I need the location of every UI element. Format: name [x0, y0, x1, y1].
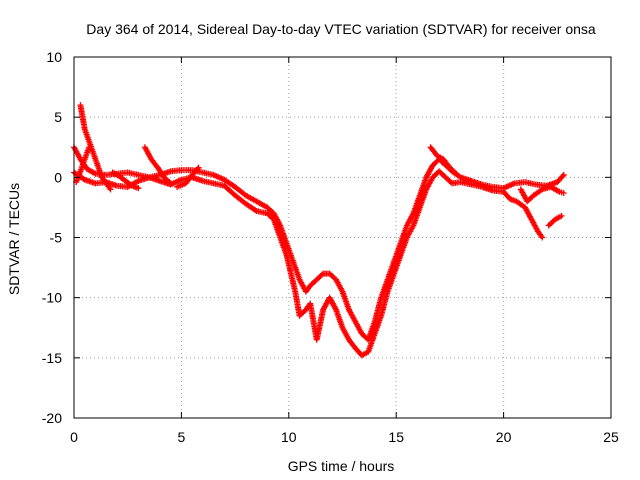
- y-axis-label: SDTVAR / TECUs: [6, 183, 22, 295]
- data-track: [109, 169, 142, 192]
- data-track: [174, 164, 202, 190]
- x-axis-label: GPS time / hours: [288, 458, 395, 474]
- data-point: [447, 179, 454, 186]
- y-tick-label: -10: [42, 290, 62, 306]
- x-tick-label: 25: [603, 429, 619, 445]
- grid-lines: [74, 57, 611, 418]
- data-point: [107, 186, 114, 193]
- data-track: [71, 144, 567, 343]
- y-axis-ticks: 10 5 0 -5 -10 -15 -20: [42, 49, 611, 426]
- x-tick-label: 5: [178, 429, 186, 445]
- y-tick-label: -20: [42, 410, 62, 426]
- x-tick-label: 0: [70, 429, 78, 445]
- data-point: [194, 165, 201, 172]
- data-point: [166, 179, 173, 186]
- data-point: [558, 212, 565, 219]
- data-track: [427, 144, 460, 177]
- x-axis-ticks: 0 5 10 15 20 25: [70, 57, 619, 445]
- data-point: [452, 169, 459, 176]
- data-point: [167, 180, 174, 187]
- data-track: [517, 183, 567, 205]
- data-track: [545, 212, 565, 229]
- y-tick-label: -15: [42, 350, 62, 366]
- data-point: [318, 271, 325, 278]
- y-tick-label: 5: [54, 109, 62, 125]
- data-points: [71, 102, 567, 359]
- chart-title: Day 364 of 2014, Sidereal Day-to-day VTE…: [86, 21, 596, 37]
- data-track: [141, 144, 174, 187]
- data-track: [71, 168, 546, 359]
- y-tick-label: 10: [46, 49, 62, 65]
- data-point: [453, 170, 460, 177]
- data-point: [539, 234, 546, 241]
- x-tick-label: 20: [496, 429, 512, 445]
- data-point: [135, 185, 142, 192]
- data-point: [560, 189, 567, 196]
- y-tick-label: 0: [54, 169, 62, 185]
- data-point: [86, 144, 93, 151]
- x-tick-label: 10: [281, 429, 297, 445]
- data-point: [252, 207, 259, 214]
- data-track: [73, 144, 93, 186]
- data-point: [559, 173, 566, 180]
- data-point: [560, 171, 567, 178]
- data-track: [77, 102, 114, 193]
- y-tick-label: -5: [50, 230, 63, 246]
- x-tick-label: 15: [388, 429, 404, 445]
- data-point: [195, 164, 202, 171]
